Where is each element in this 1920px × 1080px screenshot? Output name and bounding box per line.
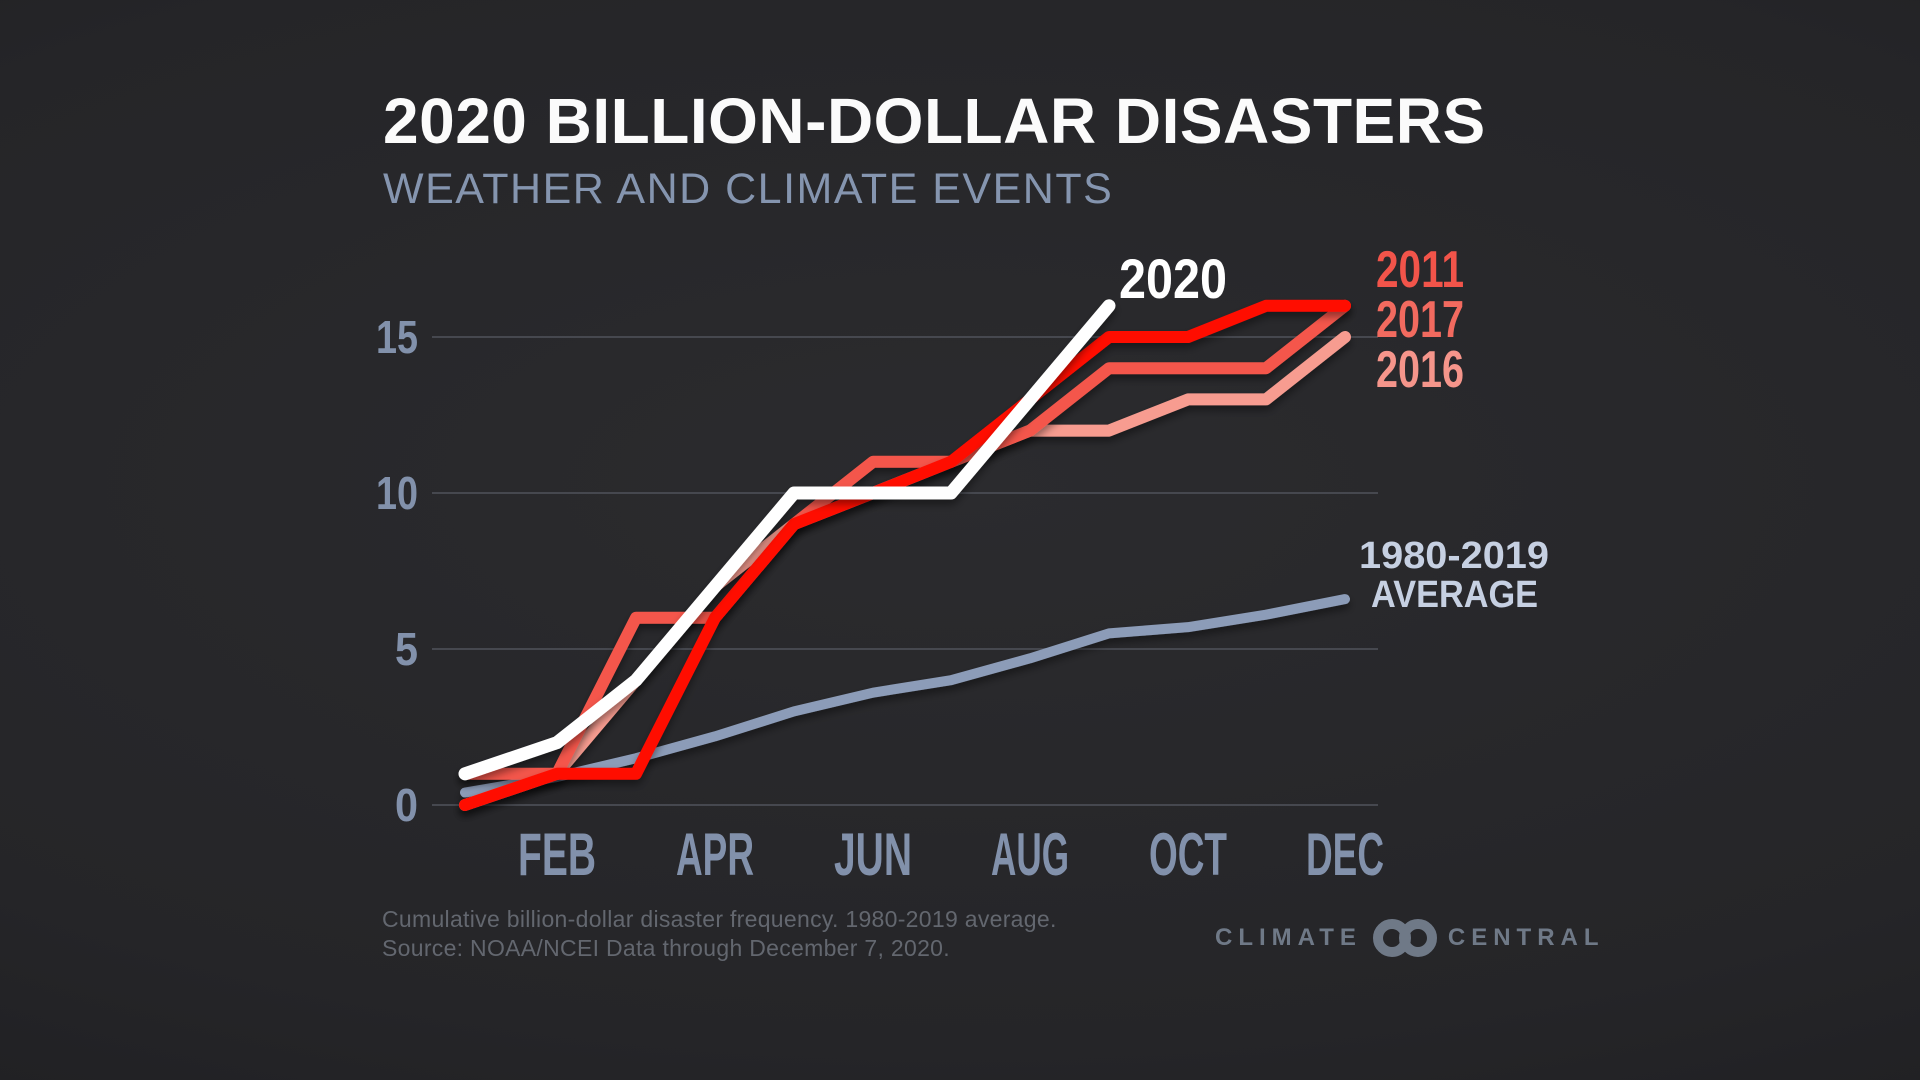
page-subtitle: WEATHER AND CLIMATE EVENTS (383, 165, 1114, 214)
series-line-1980-2019 (460, 594, 1350, 798)
y-tick-label-0: 0 (395, 779, 418, 831)
page-title: 2020 BILLION-DOLLAR DISASTERS (383, 85, 1486, 157)
x-tick-label-DEC: DEC (1306, 821, 1384, 888)
series-line-2016 (459, 331, 1351, 811)
x-tick-label-APR: APR (676, 821, 754, 888)
note-line-2: Source: NOAA/NCEI Data through December … (382, 935, 950, 961)
series-label-2020: 2020 (1119, 247, 1227, 310)
series-line-2020 (458, 299, 1116, 781)
series-label-average-line1: 1980-2019 (1359, 535, 1549, 577)
climate-central-logo: CLIMATE CENTRAL (1215, 918, 1605, 958)
series-line-2011 (459, 299, 1351, 811)
series-label-2017: 2017 (1376, 291, 1464, 349)
series-label-2016: 2016 (1376, 341, 1464, 399)
logo-text-climate: CLIMATE (1215, 924, 1362, 951)
x-tick-label-AUG: AUG (991, 821, 1069, 888)
note-line-1: Cumulative billion-dollar disaster frequ… (382, 906, 1057, 932)
logo-text-central: CENTRAL (1447, 924, 1605, 951)
series-label-2011: 2011 (1376, 241, 1464, 299)
source-note: Cumulative billion-dollar disaster frequ… (382, 905, 1057, 963)
series-line-2017 (459, 299, 1351, 780)
chart-header: 2020 BILLION-DOLLAR DISASTERS WEATHER AN… (383, 85, 1486, 214)
x-tick-label-FEB: FEB (518, 821, 596, 888)
x-tick-label-OCT: OCT (1149, 821, 1227, 888)
x-tick-label-JUN: JUN (834, 821, 912, 888)
y-tick-label-15: 15 (376, 311, 418, 363)
y-tick-label-5: 5 (395, 623, 418, 675)
series-label-average-line2: AVERAGE (1371, 574, 1538, 616)
y-tick-label-10: 10 (376, 467, 418, 519)
interlocking-rings-icon (1372, 918, 1438, 958)
